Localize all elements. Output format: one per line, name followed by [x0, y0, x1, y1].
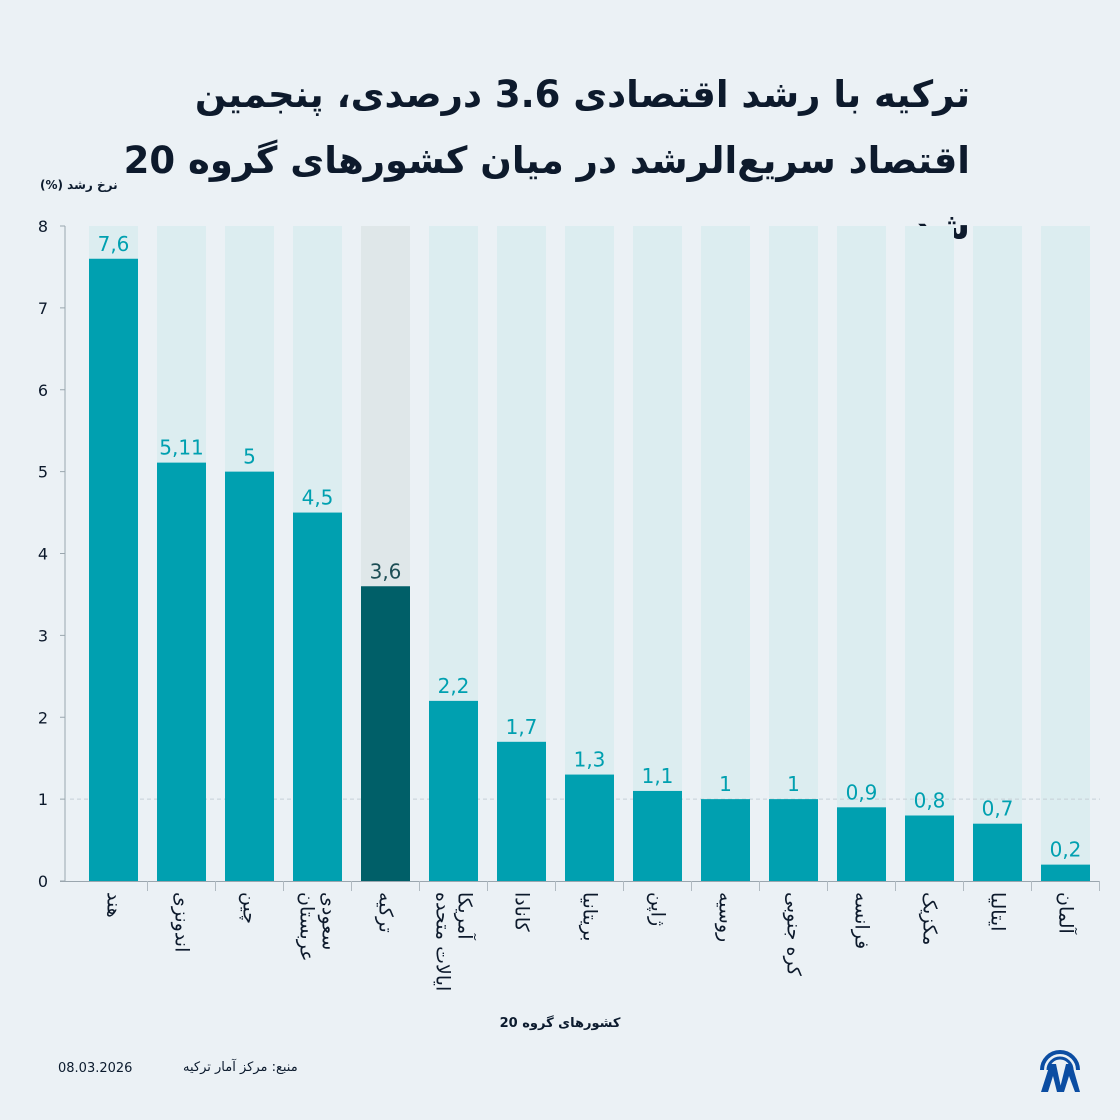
- x-tick-label: فرانسه: [850, 892, 873, 950]
- x-axis-title-text: کشورهای گروه 20: [497, 1016, 623, 1031]
- x-tick-label: اندونزی: [170, 892, 193, 953]
- y-tick-label: 3: [38, 626, 48, 645]
- x-tick-label: بریتانیا: [578, 892, 601, 942]
- x-tick-label: ایتالیا: [986, 892, 1009, 932]
- column-background: [1041, 226, 1090, 881]
- bar: [973, 823, 1022, 881]
- column-background: [565, 226, 614, 881]
- column-background: [633, 226, 682, 881]
- aa-logo-icon: [1040, 1050, 1080, 1092]
- data-label: 2,2: [438, 674, 470, 698]
- date-text: 08.03.2026: [58, 1061, 133, 1076]
- data-label: 1: [787, 772, 800, 796]
- y-axis-label: نرخ رشد (%): [40, 178, 118, 192]
- y-tick-label: 0: [38, 872, 48, 891]
- bar: [565, 774, 614, 881]
- x-tick-label: روسیه: [714, 892, 737, 943]
- bar: [769, 799, 818, 881]
- y-tick-label: 5: [38, 463, 48, 482]
- source-text: منبع: مرکز آمار ترکیه: [183, 1060, 298, 1075]
- column-background: [905, 226, 954, 881]
- y-tick-label: 8: [38, 217, 48, 236]
- x-tick-label: آلمان: [1054, 892, 1077, 934]
- y-tick-label: 4: [38, 545, 48, 564]
- data-label: 0,9: [846, 780, 878, 804]
- bar: [89, 258, 138, 881]
- x-tick-label: مکزیک: [918, 892, 941, 946]
- bar: [837, 807, 886, 881]
- y-tick-label: 6: [38, 381, 48, 400]
- data-label: 5: [243, 445, 256, 469]
- x-tick-label: ژاپن: [646, 892, 669, 927]
- y-tick-label: 1: [38, 790, 48, 809]
- bar: [361, 586, 410, 881]
- bar: [1041, 864, 1090, 881]
- column-background: [769, 226, 818, 881]
- bar: [225, 471, 274, 881]
- column-background: [973, 226, 1022, 881]
- data-label: 4,5: [302, 486, 334, 510]
- x-tick-label: کره جنوبی: [782, 892, 805, 976]
- bar: [293, 512, 342, 881]
- data-label: 7,6: [98, 232, 130, 256]
- bar: [633, 790, 682, 881]
- data-label: 3,6: [370, 559, 402, 583]
- x-tick-label: عربستان سعودی: [295, 892, 340, 962]
- x-tick-label: چین: [238, 892, 261, 924]
- x-axis-title: کشورهای گروه 20: [0, 1016, 1120, 1031]
- data-label: 1,3: [574, 748, 606, 772]
- data-label: 1,1: [642, 764, 674, 788]
- bar: [497, 741, 546, 881]
- x-tick-label: ترکیه: [374, 892, 397, 933]
- y-tick-label: 7: [38, 299, 48, 318]
- data-label: 0,7: [982, 797, 1014, 821]
- bar: [429, 700, 478, 881]
- data-label: 1: [719, 772, 732, 796]
- x-tick-label: هند: [102, 892, 125, 918]
- chart-title: ترکیه با رشد اقتصادی 3.6 درصدی، پنجمین ا…: [123, 73, 970, 248]
- x-tick-label: ایالات متحده آمریکا: [431, 892, 476, 992]
- data-label: 5,11: [159, 436, 204, 460]
- column-background: [701, 226, 750, 881]
- bar: [701, 799, 750, 881]
- data-label: 0,2: [1050, 838, 1082, 862]
- bar: [157, 462, 206, 881]
- bar: [905, 815, 954, 881]
- column-background: [837, 226, 886, 881]
- x-tick-label: کانادا: [510, 892, 533, 932]
- data-label: 1,7: [506, 715, 538, 739]
- y-tick-label: 2: [38, 708, 48, 727]
- data-label: 0,8: [914, 789, 946, 813]
